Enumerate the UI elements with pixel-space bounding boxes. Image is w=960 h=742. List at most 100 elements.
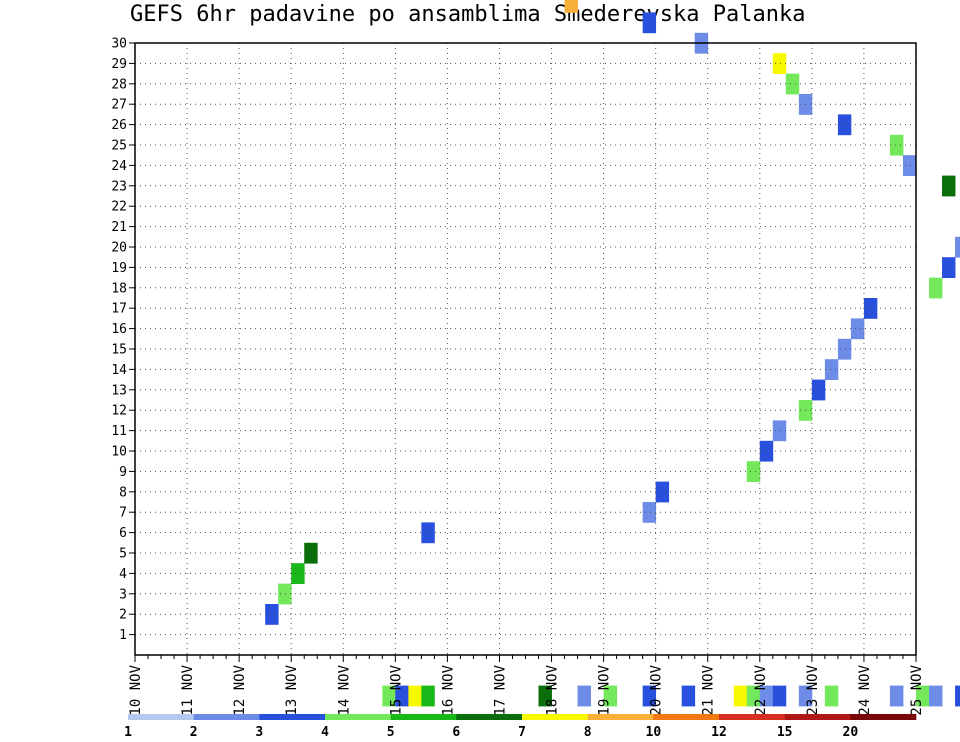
x-tick-label: 19 NOV [597,664,613,715]
heatmap-cell [395,685,409,707]
x-tick-label: 23 NOV [805,664,821,715]
colorbar-label: 5 [387,725,395,740]
colorbar-label: 15 [777,725,793,740]
colorbar-label: 1 [124,725,132,740]
colorbar-segment [390,714,457,720]
x-tick-label: 21 NOV [701,664,717,715]
x-tick-label: 22 NOV [753,664,769,715]
colorbar-segment [850,714,917,720]
colorbar-label: 7 [518,725,526,740]
x-tick-label: 20 NOV [649,664,665,715]
colorbar-segment [719,714,785,720]
colorbar-segment [522,714,588,720]
colorbar-label: 8 [584,725,592,740]
heatmap-cell [824,685,839,707]
chart-title: GEFS 6hr padavine po ansamblima Smederev… [130,2,806,27]
x-tick-label: 18 NOV [545,664,561,715]
colorbar-segment [259,714,326,720]
colorbar-label: 20 [843,725,859,740]
heatmap-cell [955,236,960,258]
heatmap-cell [942,175,956,197]
heatmap-cell [642,502,657,523]
heatmap-cell [942,257,956,278]
y-tick-label: 12 [111,404,127,419]
heatmap-cell [577,685,591,707]
heatmap-cell [538,685,552,707]
colorbar: 1 2 3 4 5 6 7 8 10 12 15 20 [124,714,917,740]
heatmap-cell [746,685,761,707]
colorbar-segment [193,714,260,720]
heatmap-cell [642,12,657,34]
heatmap-cell [929,685,943,707]
x-tick-label: 12 NOV [232,664,248,715]
heatmap-cell [746,461,761,482]
heatmap-cell [916,685,930,707]
x-tick-label: 16 NOV [440,664,456,715]
y-tick-label: 21 [111,220,127,235]
colorbar-segment [456,714,523,720]
heatmap-cell [421,522,435,544]
colorbar-segment [653,714,720,720]
y-tick-label: 17 [111,302,127,317]
heatmap-cell [655,481,670,503]
y-tick-label: 1 [119,628,127,643]
heatmap-cell [408,685,422,707]
x-tick-label: 14 NOV [336,664,352,715]
heatmap-cell [733,685,748,707]
heatmap-cell [824,359,839,380]
colorbar-segment [128,714,194,720]
heatmap-cell [902,155,917,176]
heatmap-cell [603,685,618,707]
colorbar-label: 2 [190,725,198,740]
y-tick-label: 14 [111,363,127,378]
colorbar-label: 6 [452,725,460,740]
heatmap-cell [811,379,826,401]
x-tick-label: 25 NOV [909,664,925,715]
y-tick-label: 13 [111,383,127,398]
y-tick-label: 28 [111,77,127,92]
y-tick-label: 30 [111,37,127,52]
y-tick-label: 2 [119,608,127,623]
axes: 1234567891011121314151617181920212223242… [111,37,925,716]
heatmap-cell [278,583,292,605]
heatmap-cell [564,0,578,13]
heatmap-cell [291,563,305,584]
heatmap-cell [421,685,435,707]
colorbar-segment [325,714,391,720]
heatmap-cell [772,685,787,707]
y-tick-label: 5 [119,547,127,562]
heatmap-cell [772,420,787,442]
y-tick-label: 20 [111,241,127,256]
y-tick-label: 9 [119,465,127,480]
colorbar-label: 12 [711,725,727,740]
y-tick-label: 18 [111,281,127,296]
x-tick-label: 17 NOV [492,664,508,715]
colorbar-label: 10 [646,725,662,740]
heatmap-cell [265,604,279,625]
x-tick-label: 13 NOV [284,664,300,715]
heatmap-cell [382,685,396,707]
heatmap-cell [681,685,696,707]
y-tick-label: 24 [111,159,127,174]
heatmap-cell [889,685,904,707]
heatmap-cell [772,53,787,74]
heatmap-cell [798,685,813,707]
heatmap-cell [837,114,852,136]
y-tick-label: 11 [111,424,127,439]
y-tick-label: 29 [111,57,127,72]
y-tick-label: 27 [111,98,127,113]
y-tick-label: 6 [119,526,127,541]
y-tick-label: 8 [119,485,127,500]
x-tick-label: 15 NOV [388,664,404,715]
x-tick-label: 24 NOV [857,664,873,715]
colorbar-label: 3 [255,725,263,740]
heatmap-cell [929,277,943,299]
y-tick-label: 19 [111,261,127,276]
y-tick-label: 4 [119,567,127,582]
heatmap-cell [759,685,774,707]
heatmap-cell [850,318,865,340]
heatmap-cell [642,685,657,707]
y-tick-label: 16 [111,322,127,337]
y-tick-label: 23 [111,179,127,194]
